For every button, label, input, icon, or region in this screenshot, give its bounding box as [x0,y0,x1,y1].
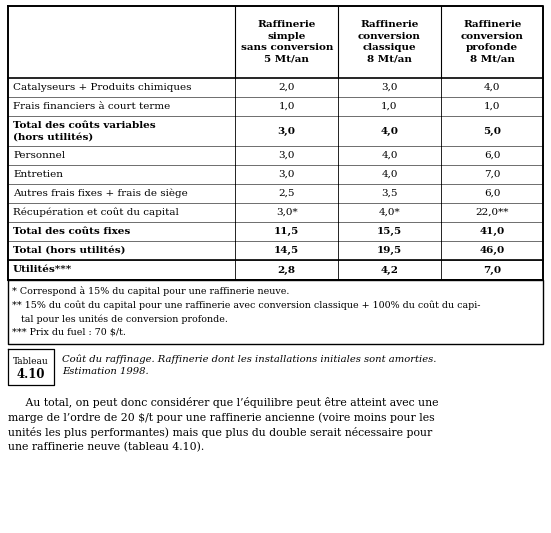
Text: Total des coûts fixes: Total des coûts fixes [13,227,130,236]
Text: 5,0: 5,0 [483,126,501,135]
Text: 15,5: 15,5 [377,227,402,236]
Text: 19,5: 19,5 [377,246,402,255]
Text: Frais financiers à court terme: Frais financiers à court terme [13,102,170,111]
Text: 3,0: 3,0 [278,151,295,160]
Text: Catalyseurs + Produits chimiques: Catalyseurs + Produits chimiques [13,83,192,92]
Text: 1,0: 1,0 [484,102,500,111]
Text: 4,0: 4,0 [381,151,398,160]
Text: 2,8: 2,8 [278,265,296,274]
Text: Total (hors utilités): Total (hors utilités) [13,246,126,255]
Text: Utilités***: Utilités*** [13,265,72,274]
Text: 1,0: 1,0 [278,102,295,111]
Text: Tableau: Tableau [13,357,49,366]
Text: marge de l’ordre de 20 $/t pour une raffinerie ancienne (voire moins pour les: marge de l’ordre de 20 $/t pour une raff… [8,412,435,423]
Text: Récupération et coût du capital: Récupération et coût du capital [13,208,179,217]
Text: Personnel: Personnel [13,151,65,160]
Text: 6,0: 6,0 [484,151,500,160]
Text: 46,0: 46,0 [479,246,505,255]
Text: 11,5: 11,5 [274,227,299,236]
Text: 3,5: 3,5 [381,189,398,198]
Text: 2,0: 2,0 [278,83,295,92]
Text: *** Prix du fuel : 70 $/t.: *** Prix du fuel : 70 $/t. [12,328,126,337]
Text: 4,0: 4,0 [380,126,398,135]
Text: tal pour les unités de conversion profonde.: tal pour les unités de conversion profon… [12,314,228,324]
Text: Raffinerie
conversion
profonde
8 Mt/an: Raffinerie conversion profonde 8 Mt/an [461,20,523,63]
Text: Autres frais fixes + frais de siège: Autres frais fixes + frais de siège [13,189,188,198]
Text: 6,0: 6,0 [484,189,500,198]
Text: Entretien: Entretien [13,170,63,179]
Text: Coût du raffinage. Raffinerie dont les installations initiales sont amorties.: Coût du raffinage. Raffinerie dont les i… [62,354,436,364]
Text: Estimation 1998.: Estimation 1998. [62,367,149,376]
Text: 1,0: 1,0 [381,102,398,111]
Text: Total des coûts variables
(hors utilités): Total des coûts variables (hors utilités… [13,121,155,141]
Text: * Correspond à 15% du capital pour une raffinerie neuve.: * Correspond à 15% du capital pour une r… [12,286,289,296]
Text: 22,0**: 22,0** [476,208,509,217]
Text: 3,0*: 3,0* [276,208,298,217]
Text: Raffinerie
simple
sans conversion
5 Mt/an: Raffinerie simple sans conversion 5 Mt/a… [241,20,333,63]
Text: 4,2: 4,2 [380,265,398,274]
Text: 3,0: 3,0 [278,126,296,135]
Text: 3,0: 3,0 [278,170,295,179]
Text: 41,0: 41,0 [479,227,505,236]
Text: 4,0: 4,0 [484,83,500,92]
Text: une raffinerie neuve (tableau 4.10).: une raffinerie neuve (tableau 4.10). [8,442,204,453]
Text: 7,0: 7,0 [483,265,501,274]
Text: 3,0: 3,0 [381,83,398,92]
Text: Raffinerie
conversion
classique
8 Mt/an: Raffinerie conversion classique 8 Mt/an [358,20,421,63]
Text: 7,0: 7,0 [484,170,500,179]
Text: 4,0*: 4,0* [379,208,400,217]
Text: unités les plus performantes) mais que plus du double serait nécessaire pour: unités les plus performantes) mais que p… [8,427,432,438]
Text: 4.10: 4.10 [17,368,45,381]
Text: 4,0: 4,0 [381,170,398,179]
Text: 2,5: 2,5 [278,189,295,198]
Text: ** 15% du coût du capital pour une raffinerie avec conversion classique + 100% d: ** 15% du coût du capital pour une raffi… [12,300,480,310]
Text: Au total, on peut donc considérer que l’équilibre peut être atteint avec une: Au total, on peut donc considérer que l’… [8,397,439,408]
Text: 14,5: 14,5 [274,246,299,255]
